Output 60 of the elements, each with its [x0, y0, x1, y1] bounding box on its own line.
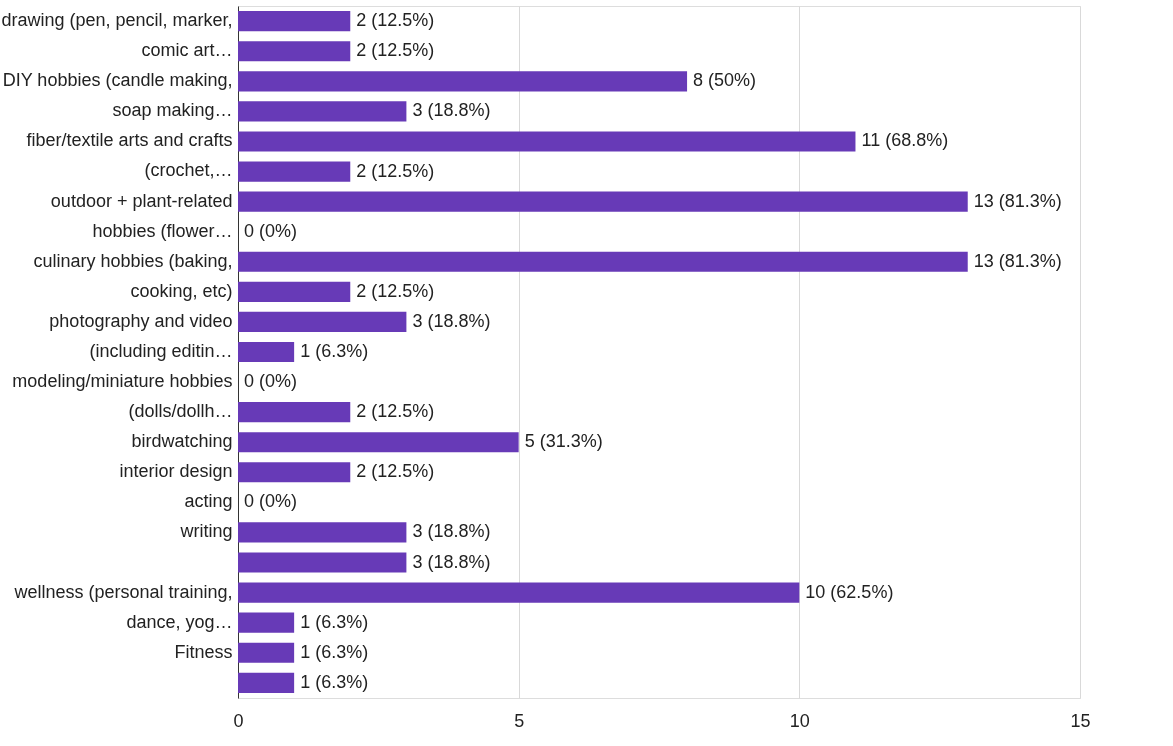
bar — [238, 281, 351, 302]
y-tick-label: fiber/textile arts and crafts (crochet,… — [26, 130, 233, 181]
data-label: 2 (12.5%) — [356, 461, 435, 482]
y-tick-label: modeling/miniature hobbies (dolls/dollh… — [12, 371, 233, 422]
y-tick-label: outdoor + plant-related hobbies (flower… — [50, 190, 233, 241]
data-label: 2 (12.5%) — [356, 280, 435, 301]
y-tick-label: interior design — [119, 461, 233, 482]
bar — [238, 402, 351, 423]
data-label: 3 (18.8%) — [412, 100, 491, 121]
data-label: 13 (81.3%) — [973, 250, 1062, 271]
y-tick-label: acting — [184, 491, 233, 512]
bar — [238, 552, 407, 573]
y-tick-label: birdwatching — [131, 431, 233, 452]
bar — [238, 41, 351, 62]
data-label: 10 (62.5%) — [805, 581, 894, 602]
bar — [238, 341, 295, 363]
data-label: 5 (31.3%) — [524, 431, 603, 452]
data-label: 2 (12.5%) — [356, 10, 435, 31]
bar — [238, 191, 968, 212]
bar — [238, 131, 856, 152]
bar — [238, 582, 800, 603]
data-label: 3 (18.8%) — [412, 521, 491, 542]
data-label: 11 (68.8%) — [861, 130, 949, 151]
bar — [238, 311, 407, 332]
data-label: 3 (18.8%) — [412, 551, 491, 572]
data-label: 1 (6.3%) — [300, 611, 369, 632]
bar — [238, 522, 407, 543]
x-tick-label: 0 — [233, 710, 244, 731]
bar — [238, 101, 407, 122]
bar — [238, 672, 295, 693]
data-label: 0 (0%) — [244, 371, 298, 392]
bar — [238, 251, 968, 272]
data-label: 8 (50%) — [693, 70, 757, 91]
x-tick-label: 5 — [514, 710, 525, 731]
bar — [238, 462, 351, 483]
x-tick-label: 15 — [1070, 710, 1091, 731]
data-label: 2 (12.5%) — [356, 160, 435, 181]
bar — [238, 71, 688, 92]
y-tick-label: photography and video (including editin… — [49, 310, 233, 361]
y-tick-label: Fitness — [174, 641, 233, 662]
bar — [238, 11, 351, 32]
data-label: 3 (18.8%) — [412, 310, 491, 331]
y-tick-label: DIY hobbies (candle making, soap making… — [2, 70, 233, 121]
y-tick-label: wellness (personal training, dance, yog… — [13, 581, 233, 632]
x-tick-label: 10 — [789, 710, 810, 731]
data-label: 2 (12.5%) — [356, 40, 435, 61]
data-label: 0 (0%) — [244, 220, 298, 241]
data-label: 1 (6.3%) — [300, 641, 369, 662]
bar — [238, 612, 295, 633]
y-tick-label: drawing (pen, pencil, marker, comic art… — [1, 10, 233, 61]
data-label: 2 (12.5%) — [356, 401, 435, 422]
data-label: 13 (81.3%) — [973, 190, 1062, 211]
y-tick-label: culinary hobbies (baking, cooking, etc) — [33, 250, 233, 301]
data-label: 1 (6.3%) — [300, 341, 369, 361]
bar — [238, 432, 519, 453]
bar — [238, 161, 351, 182]
bar — [238, 642, 295, 663]
data-label: 1 (6.3%) — [300, 671, 369, 692]
data-label: 0 (0%) — [244, 491, 298, 512]
y-tick-label: writing — [179, 521, 233, 542]
